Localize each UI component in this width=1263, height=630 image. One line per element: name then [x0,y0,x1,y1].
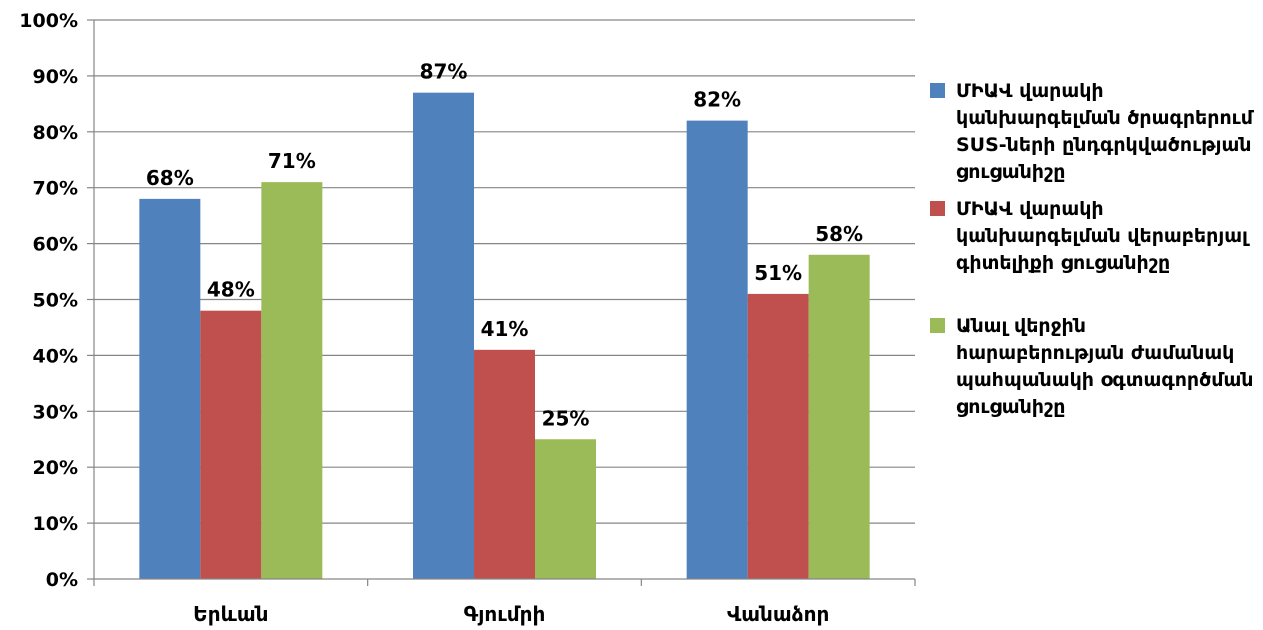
legend-label: ՄԻԱՎ վարակի կանխարգելման ծրագրերում SUS-… [956,80,1253,183]
bar [139,198,201,579]
y-tick-label: 10% [33,513,78,535]
legend-swatch-green [930,318,945,333]
data-label: 51% [754,261,802,285]
legend-label: ՄԻԱՎ վարակի կանխարգելման վերաբերյալ գիտե… [956,198,1248,274]
data-label: 82% [693,88,741,112]
y-tick-label: 60% [33,234,78,256]
bar [200,310,262,579]
bar [808,254,870,579]
y-tick-label: 100% [19,10,78,32]
y-tick-label: 20% [33,457,78,479]
data-label: 48% [207,278,255,302]
data-label: 41% [481,317,529,341]
category-labels: Երևան Գյումրի Վանաձոր [193,602,829,626]
legend-item-series-1: ՄԻԱՎ վարակի կանխարգելման ծրագրերում SUS-… [930,78,1260,186]
y-axis-ticks: 0% 10% 20% 30% 40% 50% 60% 70% 80% 90% 100% [19,10,94,591]
y-tick-label: 90% [33,66,78,88]
y-tick-label: 30% [33,401,78,423]
bar [686,120,748,580]
category-label: Գյումրի [464,602,546,626]
data-label: 68% [146,166,194,190]
y-tick-label: 70% [33,178,78,200]
data-label: 87% [420,60,468,84]
category-label: Երևան [193,602,268,626]
bars [139,92,870,580]
category-label: Վանաձոր [727,602,829,626]
data-label: 25% [542,406,590,430]
legend-swatch-red [930,201,945,216]
legend-swatch-blue [930,83,945,98]
y-tick-label: 50% [33,290,78,312]
legend: ՄԻԱՎ վարակի կանխարգելման ծրագրերում SUS-… [930,78,1260,421]
legend-item-series-2: ՄԻԱՎ վարակի կանխարգելման վերաբերյալ գիտե… [930,196,1260,277]
bar [535,439,596,579]
bar [413,92,474,580]
data-label: 58% [815,222,863,246]
bar [261,182,323,580]
y-tick-label: 0% [46,569,78,591]
y-tick-label: 80% [33,122,78,144]
data-label: 71% [268,149,316,173]
bar [474,349,535,579]
legend-label: Անալ վերջին հարաբերության ժամանակ պահպան… [956,315,1254,418]
bar-chart: 0% 10% 20% 30% 40% 50% 60% 70% 80% 90% 100% 68% 48%… [19,10,916,626]
data-labels: 68% 48% 71% 87% 41% 25% 82% 51% 58% [146,60,863,431]
bar [747,293,809,579]
legend-item-series-3: Անալ վերջին հարաբերության ժամանակ պահպան… [930,313,1260,421]
axes [93,20,916,586]
y-tick-label: 40% [33,345,78,367]
